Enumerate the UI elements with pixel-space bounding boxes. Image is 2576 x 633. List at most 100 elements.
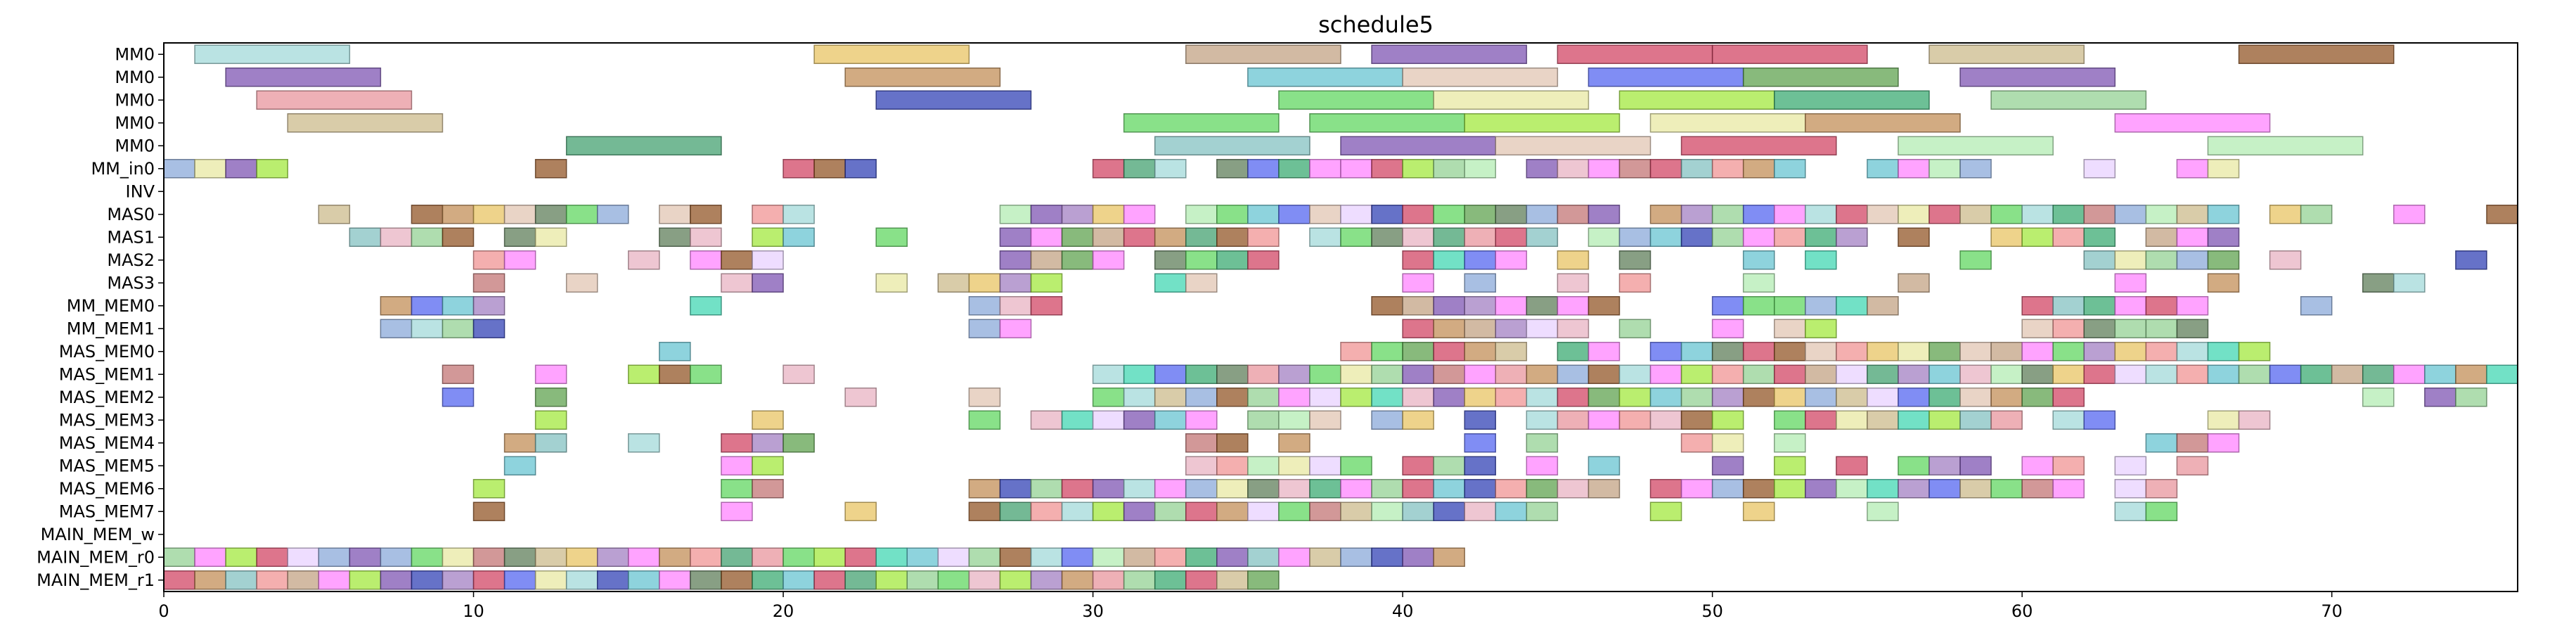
task-bar bbox=[2207, 227, 2240, 247]
task-bar bbox=[1309, 479, 1341, 499]
task-bar bbox=[628, 570, 660, 590]
task-bar bbox=[1773, 388, 1806, 407]
task-bar bbox=[534, 364, 567, 384]
task-bar bbox=[1216, 388, 1249, 407]
task-bar bbox=[2176, 205, 2209, 224]
task-bar bbox=[472, 570, 505, 590]
task-bar bbox=[1464, 364, 1497, 384]
task-bar bbox=[287, 570, 320, 590]
task-bar bbox=[999, 479, 1032, 499]
task-bar bbox=[225, 68, 382, 87]
task-bar bbox=[1928, 410, 1961, 430]
task-bar bbox=[813, 159, 846, 179]
task-bar bbox=[1742, 273, 1775, 293]
task-bar bbox=[2176, 159, 2209, 179]
task-bar bbox=[752, 433, 784, 453]
task-bar bbox=[472, 547, 505, 567]
task-bar bbox=[1247, 159, 1280, 179]
task-bar bbox=[1216, 364, 1249, 384]
task-bar bbox=[1278, 410, 1310, 430]
task-bar bbox=[1433, 364, 1465, 384]
task-bar bbox=[2083, 159, 2116, 179]
task-bar bbox=[1185, 364, 1218, 384]
task-bar bbox=[1649, 227, 1682, 247]
task-bar bbox=[1123, 113, 1280, 133]
task-bar bbox=[690, 547, 722, 567]
task-bar bbox=[1185, 410, 1218, 430]
task-bar bbox=[163, 570, 195, 590]
task-bar bbox=[534, 433, 567, 453]
task-bar bbox=[1464, 319, 1497, 338]
task-bar bbox=[2207, 433, 2240, 453]
task-bar bbox=[442, 296, 475, 316]
task-bar bbox=[752, 547, 784, 567]
task-bar bbox=[1805, 227, 1837, 247]
task-bar bbox=[1123, 388, 1156, 407]
task-bar bbox=[1680, 433, 1713, 453]
task-bar bbox=[2021, 388, 2054, 407]
task-bar bbox=[1495, 296, 1528, 316]
task-bar bbox=[721, 547, 753, 567]
task-bar bbox=[2207, 342, 2240, 362]
task-bar bbox=[1959, 342, 1992, 362]
task-bar bbox=[999, 273, 1032, 293]
task-bar bbox=[1402, 273, 1434, 293]
task-bar bbox=[783, 364, 815, 384]
task-bar bbox=[1588, 410, 1621, 430]
task-bar bbox=[1154, 136, 1310, 155]
task-bar bbox=[534, 388, 567, 407]
task-bar bbox=[752, 250, 784, 270]
task-bar bbox=[411, 296, 444, 316]
task-bar bbox=[721, 433, 753, 453]
y-tick-label: MM_MEM0 bbox=[67, 296, 155, 316]
task-bar bbox=[1649, 364, 1682, 384]
task-bar bbox=[1185, 250, 1218, 270]
task-bar bbox=[2083, 410, 2116, 430]
task-bar bbox=[1680, 410, 1713, 430]
task-bar bbox=[937, 547, 970, 567]
task-bar bbox=[1154, 547, 1187, 567]
task-bar bbox=[1092, 479, 1125, 499]
task-bar bbox=[442, 205, 475, 224]
task-bar bbox=[1092, 410, 1125, 430]
task-bar bbox=[1247, 456, 1280, 475]
task-bar bbox=[1867, 296, 1899, 316]
task-bar bbox=[813, 547, 846, 567]
task-bar bbox=[2021, 319, 2054, 338]
task-bar bbox=[596, 547, 629, 567]
task-bar bbox=[1092, 227, 1125, 247]
task-bar bbox=[721, 501, 753, 521]
task-bar bbox=[318, 205, 351, 224]
task-bar bbox=[442, 570, 475, 590]
task-bar bbox=[2207, 273, 2240, 293]
task-bar bbox=[2393, 364, 2426, 384]
task-bar bbox=[1340, 479, 1372, 499]
task-bar bbox=[690, 296, 722, 316]
task-bar bbox=[875, 227, 908, 247]
task-bar bbox=[1495, 501, 1528, 521]
task-bar bbox=[2393, 273, 2426, 293]
task-bar bbox=[2300, 296, 2333, 316]
task-bar bbox=[1898, 159, 1930, 179]
task-bar bbox=[752, 456, 784, 475]
task-bar bbox=[2114, 113, 2271, 133]
task-bar bbox=[1742, 364, 1775, 384]
task-bar bbox=[721, 273, 753, 293]
task-bar bbox=[380, 296, 413, 316]
task-bar bbox=[1433, 479, 1465, 499]
task-bar bbox=[875, 570, 908, 590]
task-bar bbox=[1247, 570, 1280, 590]
task-bar bbox=[1402, 410, 1434, 430]
task-bar bbox=[2021, 227, 2054, 247]
task-bar bbox=[1588, 364, 1621, 384]
task-bar bbox=[1928, 364, 1961, 384]
task-bar bbox=[1402, 364, 1434, 384]
task-bar bbox=[1928, 44, 2085, 64]
task-bar bbox=[1649, 388, 1682, 407]
task-bar bbox=[1402, 547, 1434, 567]
task-bar bbox=[1340, 388, 1372, 407]
task-bar bbox=[472, 501, 505, 521]
task-bar bbox=[2114, 501, 2147, 521]
task-bar bbox=[1711, 44, 1868, 64]
task-bar bbox=[999, 250, 1032, 270]
